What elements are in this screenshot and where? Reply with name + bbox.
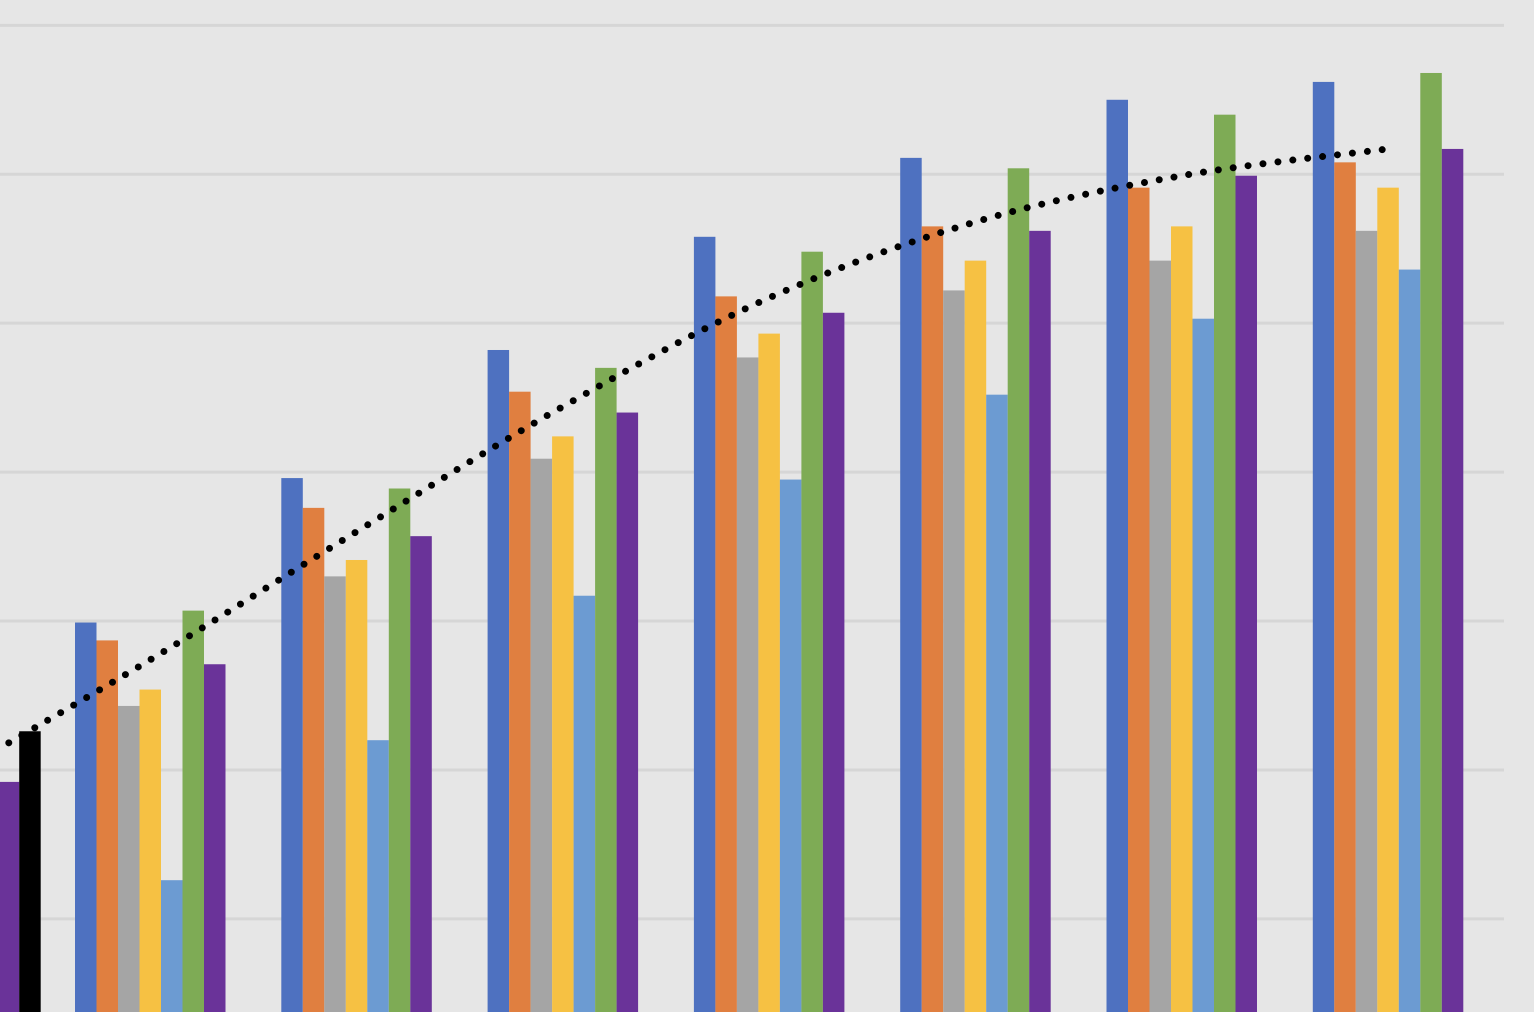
bar xyxy=(1214,114,1236,1012)
trendline xyxy=(0,145,1392,752)
bar xyxy=(1029,230,1051,1012)
bar xyxy=(96,640,118,1012)
bar xyxy=(345,559,368,1012)
bar xyxy=(1312,81,1335,1012)
bar xyxy=(1149,260,1171,1012)
bar xyxy=(595,367,617,1012)
bar xyxy=(964,260,987,1012)
bar xyxy=(1192,318,1214,1012)
bar xyxy=(487,349,510,1012)
bar xyxy=(758,333,780,1012)
bar xyxy=(1420,72,1442,1012)
bar xyxy=(1377,187,1399,1012)
bar xyxy=(900,157,922,1012)
bar xyxy=(1441,148,1464,1012)
bar xyxy=(986,394,1008,1012)
bar xyxy=(204,664,226,1012)
bar xyxy=(573,595,596,1012)
bar xyxy=(182,610,204,1012)
bar xyxy=(161,880,183,1012)
bar xyxy=(410,536,432,1012)
bar xyxy=(822,312,845,1012)
bar xyxy=(1106,99,1128,1012)
bar xyxy=(19,731,41,1012)
bar xyxy=(324,576,346,1012)
bar xyxy=(616,412,639,1012)
bar xyxy=(281,478,303,1012)
bar xyxy=(693,236,716,1012)
bar xyxy=(1334,162,1356,1012)
bar xyxy=(1355,230,1378,1012)
bar xyxy=(509,391,531,1012)
bar xyxy=(0,781,20,1012)
bar xyxy=(779,479,802,1012)
bar xyxy=(530,458,553,1012)
bar xyxy=(139,689,161,1012)
bar xyxy=(302,507,325,1012)
bar xyxy=(1235,175,1257,1012)
bar xyxy=(118,705,140,1012)
bar xyxy=(921,226,944,1012)
bar xyxy=(552,436,574,1012)
bar xyxy=(1398,269,1421,1012)
bar xyxy=(715,296,737,1012)
bar xyxy=(801,251,823,1012)
bar xyxy=(367,740,389,1012)
bar xyxy=(736,357,759,1012)
bar xyxy=(1128,187,1150,1012)
bar xyxy=(1171,226,1193,1012)
bar xyxy=(943,290,965,1012)
bar xyxy=(388,488,411,1012)
bar xyxy=(75,622,97,1012)
bar xyxy=(1007,168,1030,1012)
